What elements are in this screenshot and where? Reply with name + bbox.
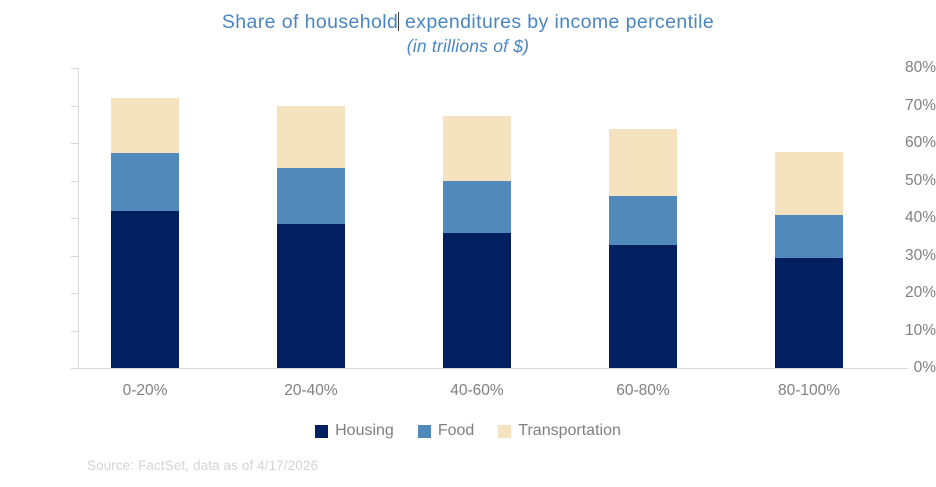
bar-segment-housing[interactable] bbox=[609, 245, 677, 368]
legend-swatch-icon bbox=[417, 424, 431, 438]
chart-title-post: expenditures by income percentile bbox=[399, 11, 715, 33]
y-axis-tick bbox=[71, 293, 78, 294]
y-axis-tick bbox=[71, 180, 78, 182]
bar-column[interactable] bbox=[277, 105, 345, 368]
y-axis-tick bbox=[71, 330, 78, 332]
bar-segment-transportation[interactable] bbox=[111, 98, 179, 154]
chart-title-pre: Share of household bbox=[221, 11, 399, 33]
bar-segment-housing[interactable] bbox=[111, 211, 179, 368]
legend-item-housing[interactable]: Housing bbox=[315, 423, 394, 439]
y-axis-label: 30% bbox=[904, 246, 936, 264]
y-axis-label: 20% bbox=[904, 284, 936, 301]
bar-segment-food[interactable] bbox=[443, 180, 511, 233]
y-axis-label: 80% bbox=[904, 59, 936, 76]
title-block: Share of household expenditures by incom… bbox=[0, 10, 936, 58]
x-axis-label: 40-60% bbox=[450, 382, 504, 399]
bar-column[interactable] bbox=[111, 98, 179, 368]
y-axis-tick bbox=[71, 105, 78, 107]
legend-label: Transportation bbox=[518, 422, 621, 439]
text-cursor-caret bbox=[398, 12, 400, 31]
bar-segment-transportation[interactable] bbox=[609, 129, 677, 196]
y-axis-line bbox=[78, 68, 79, 369]
bar-segment-food[interactable] bbox=[775, 215, 843, 259]
y-axis-label: 70% bbox=[904, 96, 936, 114]
bar-segment-food[interactable] bbox=[111, 153, 179, 212]
bar-segment-food[interactable] bbox=[277, 168, 345, 225]
legend-label: Food bbox=[437, 422, 475, 439]
chart-title[interactable]: Share of household expenditures by incom… bbox=[222, 10, 714, 35]
source-note: Source: FactSet, data as of 4/17/2026 bbox=[87, 458, 319, 473]
y-axis-tick bbox=[71, 143, 78, 144]
x-axis-label: 80-100% bbox=[777, 382, 841, 399]
y-axis-label: 40% bbox=[904, 209, 936, 226]
x-axis-label: 20-40% bbox=[284, 382, 338, 399]
bar-segment-housing[interactable] bbox=[277, 224, 345, 368]
y-axis-label: 50% bbox=[904, 171, 936, 189]
chart-legend: Housing Food Transportation bbox=[0, 423, 936, 439]
x-axis-label: 60-80% bbox=[616, 382, 670, 399]
y-axis-tick bbox=[71, 368, 78, 369]
bar-segment-transportation[interactable] bbox=[277, 105, 345, 169]
bar-column[interactable] bbox=[609, 129, 677, 368]
bar-segment-transportation[interactable] bbox=[443, 116, 511, 181]
x-axis-label: 0-20% bbox=[122, 382, 168, 399]
legend-item-transportation[interactable]: Transportation bbox=[498, 423, 621, 439]
bar-segment-transportation[interactable] bbox=[775, 152, 843, 215]
y-axis-tick bbox=[71, 68, 78, 69]
legend-label: Housing bbox=[335, 422, 394, 439]
y-axis-tick bbox=[71, 255, 78, 257]
bar-column[interactable] bbox=[775, 152, 843, 368]
legend-swatch-icon bbox=[498, 424, 512, 438]
bar-segment-food[interactable] bbox=[609, 195, 677, 245]
bar-column[interactable] bbox=[443, 116, 511, 368]
legend-item-food[interactable]: Food bbox=[417, 422, 475, 439]
bar-segment-housing[interactable] bbox=[775, 258, 843, 368]
y-axis-label: 10% bbox=[904, 321, 936, 339]
y-axis-label: 0% bbox=[913, 359, 936, 376]
y-axis-tick bbox=[71, 218, 78, 219]
legend-swatch-icon bbox=[315, 424, 329, 438]
x-axis-line bbox=[78, 368, 908, 369]
bar-segment-housing[interactable] bbox=[443, 233, 511, 368]
y-axis-label: 60% bbox=[904, 134, 936, 151]
chart-subtitle[interactable]: (in trillions of $) bbox=[406, 36, 530, 56]
